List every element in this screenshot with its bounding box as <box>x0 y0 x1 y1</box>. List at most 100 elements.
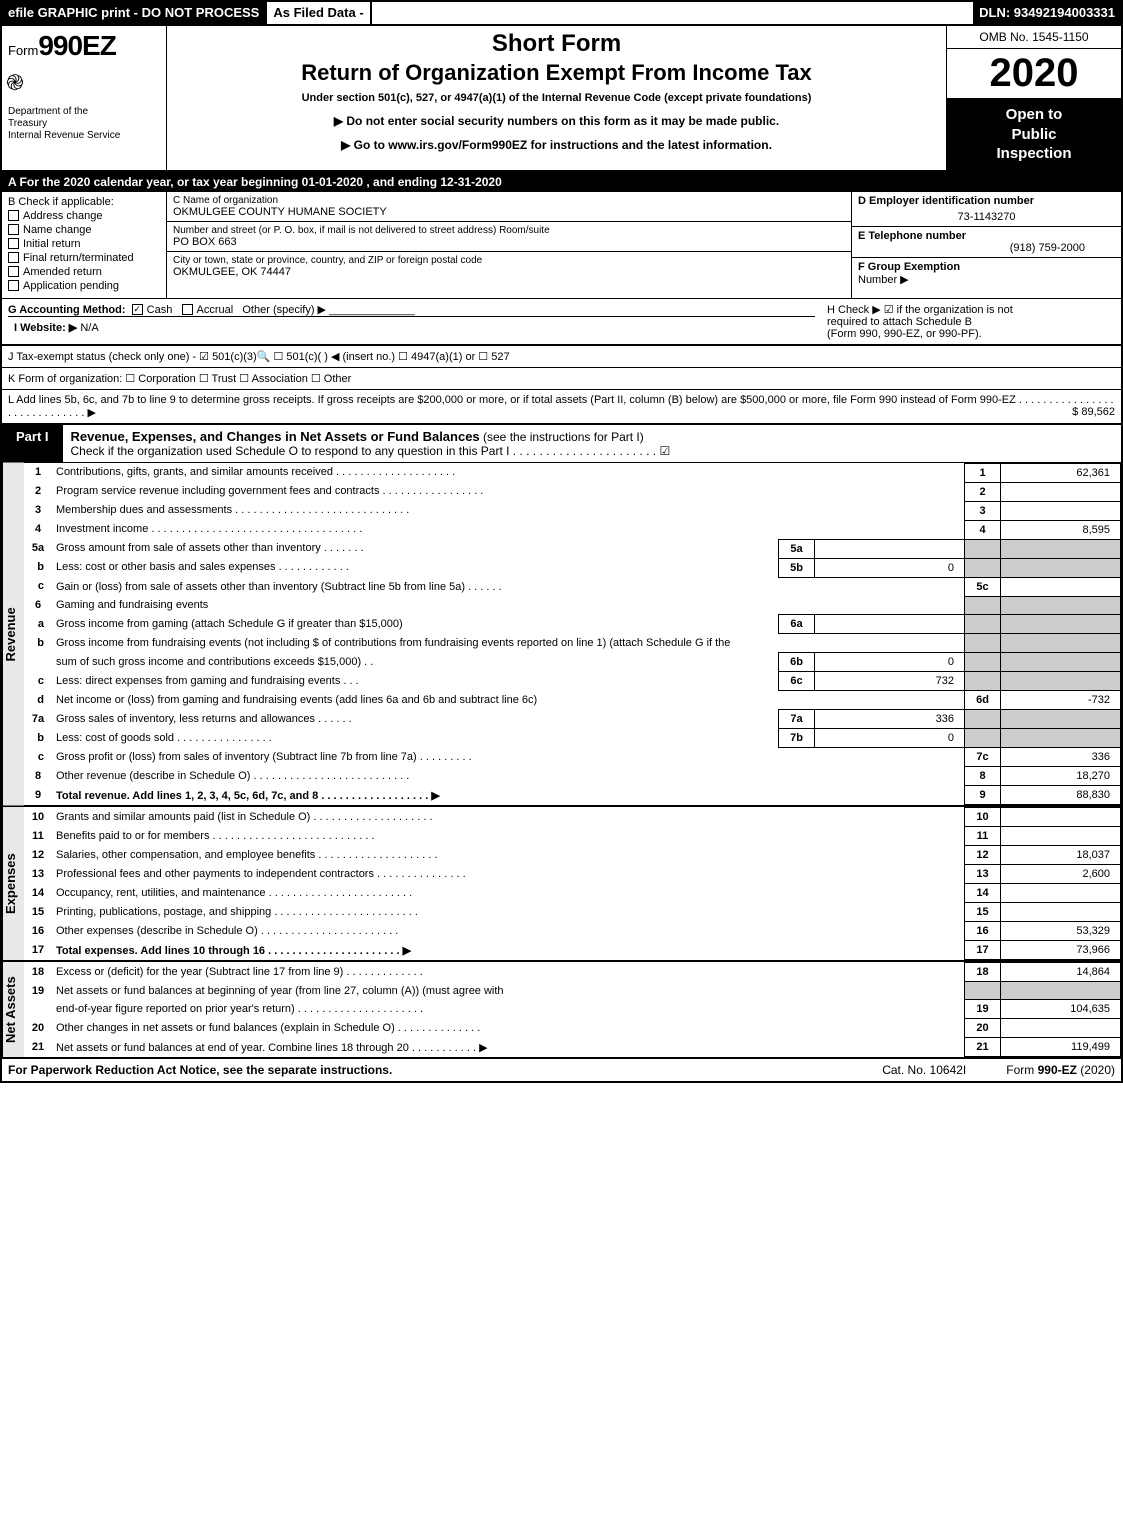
revenue-section: Revenue 1Contributions, gifts, grants, a… <box>2 463 1121 808</box>
expenses-table: 10Grants and similar amounts paid (list … <box>24 807 1121 960</box>
form-page: efile GRAPHIC print - DO NOT PROCESS As … <box>0 0 1123 1083</box>
h-line2: required to attach Schedule B <box>827 316 1115 328</box>
return-title: Return of Organization Exempt From Incom… <box>175 60 938 86</box>
address-value: PO BOX 663 <box>173 236 845 248</box>
line-5a: 5aGross amount from sale of assets other… <box>24 539 1121 558</box>
ssn-notice: Do not enter social security numbers on … <box>175 114 938 128</box>
line-1: 1Contributions, gifts, grants, and simil… <box>24 463 1121 482</box>
line-6b2: sum of such gross income and contributio… <box>24 653 1121 672</box>
line-4: 4Investment income . . . . . . . . . . .… <box>24 520 1121 539</box>
line-19b: end-of-year figure reported on prior yea… <box>24 1000 1121 1019</box>
spacer <box>372 2 973 24</box>
line-7b: bLess: cost of goods sold . . . . . . . … <box>24 729 1121 748</box>
row-ghi: G Accounting Method: ✓Cash Accrual Other… <box>2 299 1121 345</box>
part-1-title: Revenue, Expenses, and Changes in Net As… <box>63 425 1121 462</box>
check-name-change[interactable]: Name change <box>8 224 160 236</box>
goto-link[interactable]: Go to www.irs.gov/Form990EZ for instruct… <box>175 138 938 152</box>
column-def: D Employer identification number 73-1143… <box>851 192 1121 298</box>
net-assets-section: Net Assets 18Excess or (deficit) for the… <box>2 962 1121 1059</box>
row-k-form-org: K Form of organization: ☐ Corporation ☐ … <box>2 368 1121 390</box>
line-21: 21Net assets or fund balances at end of … <box>24 1038 1121 1057</box>
department-label: Department of the Treasury Internal Reve… <box>8 106 160 142</box>
irs-seal-icon: ֎ <box>6 68 24 97</box>
net-assets-tab: Net Assets <box>2 962 24 1057</box>
form-number-value: 990EZ <box>38 30 116 61</box>
check-amended-return[interactable]: Amended return <box>8 266 160 278</box>
line-6c: cLess: direct expenses from gaming and f… <box>24 672 1121 691</box>
line-20: 20Other changes in net assets or fund ba… <box>24 1019 1121 1038</box>
telephone-block: E Telephone number (918) 759-2000 <box>852 227 1121 258</box>
website-row: I Website: ▶ N/A <box>8 316 815 338</box>
revenue-tab: Revenue <box>2 463 24 806</box>
tax-year: 2020 <box>947 49 1121 99</box>
address-row: Number and street (or P. O. box, if mail… <box>167 222 851 252</box>
as-filed-label: As Filed Data - <box>265 2 371 24</box>
check-initial-return[interactable]: Initial return <box>8 238 160 250</box>
column-c-org-info: C Name of organization OKMULGEE COUNTY H… <box>167 192 851 298</box>
line-15: 15Printing, publications, postage, and s… <box>24 903 1121 922</box>
top-bar: efile GRAPHIC print - DO NOT PROCESS As … <box>2 2 1121 26</box>
row-l-amount: $ 89,562 <box>1072 406 1115 418</box>
group-exemption-label: F Group Exemption <box>858 261 960 273</box>
row-a-tax-year: A For the 2020 calendar year, or tax yea… <box>2 172 1121 192</box>
block-bcdef: B Check if applicable: Address change Na… <box>2 192 1121 299</box>
telephone-label: E Telephone number <box>858 230 1115 242</box>
line-3: 3Membership dues and assessments . . . .… <box>24 501 1121 520</box>
col-b-title: B Check if applicable: <box>8 196 160 208</box>
expenses-section: Expenses 10Grants and similar amounts pa… <box>2 807 1121 962</box>
group-exemption-label2: Number ▶ <box>858 274 909 286</box>
expenses-body: 10Grants and similar amounts paid (list … <box>24 807 1121 960</box>
header-right: OMB No. 1545-1150 2020 Open to Public In… <box>946 26 1121 170</box>
line-14: 14Occupancy, rent, utilities, and mainte… <box>24 884 1121 903</box>
accounting-method-label: G Accounting Method: <box>8 304 126 316</box>
row-j-tax-exempt: J Tax-exempt status (check only one) - ☑… <box>2 345 1121 368</box>
ein-label: D Employer identification number <box>858 195 1115 207</box>
header-left: Form990EZ ֎ Department of the Treasury I… <box>2 26 167 170</box>
page-footer: For Paperwork Reduction Act Notice, see … <box>2 1059 1121 1081</box>
city-label: City or town, state or province, country… <box>173 255 845 266</box>
col-g: G Accounting Method: ✓Cash Accrual Other… <box>2 299 821 344</box>
part-1-title-bold: Revenue, Expenses, and Changes in Net As… <box>71 429 480 444</box>
line-13: 13Professional fees and other payments t… <box>24 865 1121 884</box>
line-19: 19Net assets or fund balances at beginni… <box>24 982 1121 1000</box>
line-7a: 7aGross sales of inventory, less returns… <box>24 710 1121 729</box>
check-accrual[interactable] <box>182 304 193 315</box>
part-1-check-line: Check if the organization used Schedule … <box>71 444 671 458</box>
telephone-value: (918) 759-2000 <box>858 242 1115 254</box>
line-16: 16Other expenses (describe in Schedule O… <box>24 922 1121 941</box>
line-17: 17Total expenses. Add lines 10 through 1… <box>24 941 1121 960</box>
expenses-tab: Expenses <box>2 807 24 960</box>
line-11: 11Benefits paid to or for members . . . … <box>24 827 1121 846</box>
line-6d: dNet income or (loss) from gaming and fu… <box>24 691 1121 710</box>
open-line2: Public <box>1011 126 1056 143</box>
row-l-text: L Add lines 5b, 6c, and 7b to line 9 to … <box>8 394 1114 419</box>
line-5b: bLess: cost or other basis and sales exp… <box>24 558 1121 577</box>
h-line1: H Check ▶ ☑ if the organization is not <box>827 303 1115 316</box>
col-h: H Check ▶ ☑ if the organization is not r… <box>821 299 1121 344</box>
form-prefix: Form <box>8 43 38 58</box>
line-8: 8Other revenue (describe in Schedule O) … <box>24 767 1121 786</box>
line-10: 10Grants and similar amounts paid (list … <box>24 808 1121 827</box>
h-line3: (Form 990, 990-EZ, or 990-PF). <box>827 328 1115 340</box>
row-l-gross-receipts: L Add lines 5b, 6c, and 7b to line 9 to … <box>2 390 1121 425</box>
dept-line2: Treasury <box>8 118 47 129</box>
city-row: City or town, state or province, country… <box>167 252 851 281</box>
efile-label: efile GRAPHIC print - DO NOT PROCESS <box>2 2 265 24</box>
footer-right: Form 990-EZ (2020) <box>1006 1063 1115 1077</box>
accounting-other: Other (specify) ▶ <box>242 304 326 316</box>
ein-value: 73-1143270 <box>858 211 1115 223</box>
check-address-change[interactable]: Address change <box>8 210 160 222</box>
open-line3: Inspection <box>996 145 1071 162</box>
website-label: I Website: ▶ <box>14 322 77 334</box>
form-number: Form990EZ <box>8 30 160 62</box>
address-label: Number and street (or P. O. box, if mail… <box>173 225 845 236</box>
footer-left: For Paperwork Reduction Act Notice, see … <box>8 1063 842 1077</box>
revenue-table: 1Contributions, gifts, grants, and simil… <box>24 463 1121 806</box>
dln-label: DLN: 93492194003331 <box>973 2 1121 24</box>
net-assets-body: 18Excess or (deficit) for the year (Subt… <box>24 962 1121 1057</box>
line-6b: bGross income from fundraising events (n… <box>24 634 1121 653</box>
check-cash[interactable]: ✓ <box>132 304 143 315</box>
check-application-pending[interactable]: Application pending <box>8 280 160 292</box>
net-assets-table: 18Excess or (deficit) for the year (Subt… <box>24 962 1121 1057</box>
check-final-return[interactable]: Final return/terminated <box>8 252 160 264</box>
